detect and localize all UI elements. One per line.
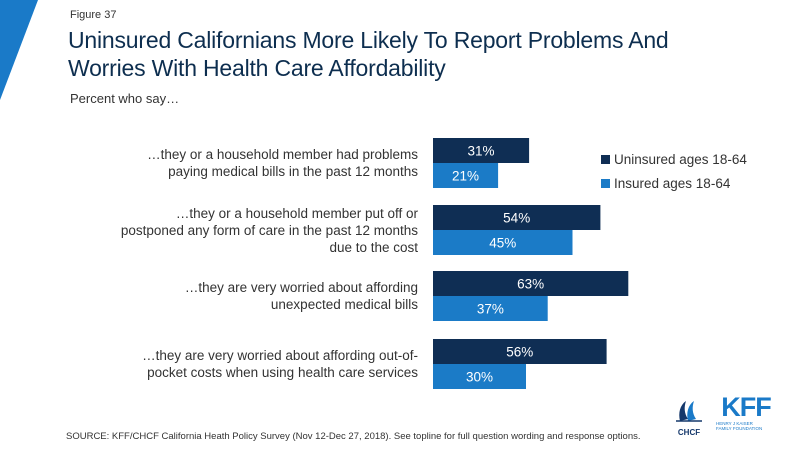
data-label: 37%	[477, 302, 504, 317]
data-label: 54%	[503, 211, 530, 226]
kff-logo: KFF HENRY J KAISER FAMILY FOUNDATION	[716, 393, 776, 431]
chart-subtitle: Percent who say…	[70, 91, 180, 106]
chcf-logo-icon	[676, 401, 702, 422]
bar-insured	[433, 296, 548, 321]
category-label: …they or a household member had problems…	[88, 146, 418, 180]
chcf-logo: CHCF	[672, 397, 706, 437]
kff-logo-sub-1: HENRY J KAISER	[716, 421, 753, 426]
kff-logo-sub-2: FAMILY FOUNDATION	[716, 426, 763, 431]
category-label-line: postponed any form of care in the past 1…	[120, 222, 418, 238]
bar-insured	[433, 230, 573, 255]
legend-swatch-uninsured	[601, 154, 610, 164]
kff-logo-mark: KFF	[721, 392, 771, 422]
bar-uninsured	[433, 138, 530, 163]
chcf-logo-text: CHCF	[677, 428, 701, 437]
legend-item-insured: Insured ages 18-64	[601, 171, 747, 195]
bar-uninsured	[433, 339, 607, 364]
category-label-line: unexpected medical bills	[270, 297, 418, 312]
category-label-line: …they or a household member put off or	[175, 205, 418, 221]
data-label: 30%	[466, 370, 493, 385]
figure-label: Figure 37	[70, 9, 117, 21]
legend: Uninsured ages 18-64 Insured ages 18-64	[601, 147, 747, 195]
legend-swatch-insured	[601, 178, 610, 188]
bar-insured	[433, 163, 499, 188]
data-label: 56%	[506, 345, 533, 360]
source-note: SOURCE: KFF/CHCF California Heath Policy…	[66, 431, 641, 442]
category-label: …they are very worried about affording o…	[88, 347, 418, 381]
title-line-2: Worries With Health Care Affordability	[68, 55, 446, 81]
legend-label-uninsured: Uninsured ages 18-64	[614, 151, 747, 167]
chart-title: Uninsured Californians More Likely To Re…	[68, 26, 768, 82]
bar-uninsured	[433, 205, 601, 230]
legend-item-uninsured: Uninsured ages 18-64	[601, 147, 747, 171]
category-label-line: paying medical bills in the past 12 mont…	[168, 164, 418, 179]
data-label: 31%	[468, 144, 495, 159]
category-label-line: …they or a household member had problems	[147, 147, 418, 162]
data-label: 45%	[489, 236, 516, 251]
category-label-line: …they are very worried about affording	[184, 280, 418, 295]
bar-insured	[433, 364, 526, 389]
category-label-line: pocket costs when using health care serv…	[147, 365, 418, 380]
category-label: …they are very worried about affording un…	[88, 279, 418, 313]
title-line-1: Uninsured Californians More Likely To Re…	[68, 27, 669, 53]
category-label-line: …they are very worried about affording o…	[142, 348, 418, 363]
corner-accent	[0, 0, 38, 100]
legend-label-insured: Insured ages 18-64	[614, 175, 731, 191]
category-label-line: due to the cost	[329, 239, 418, 255]
data-label: 63%	[517, 277, 544, 292]
data-label: 21%	[452, 169, 479, 184]
category-label: …they or a household member put off or po…	[88, 205, 418, 256]
bar-uninsured	[433, 271, 629, 296]
